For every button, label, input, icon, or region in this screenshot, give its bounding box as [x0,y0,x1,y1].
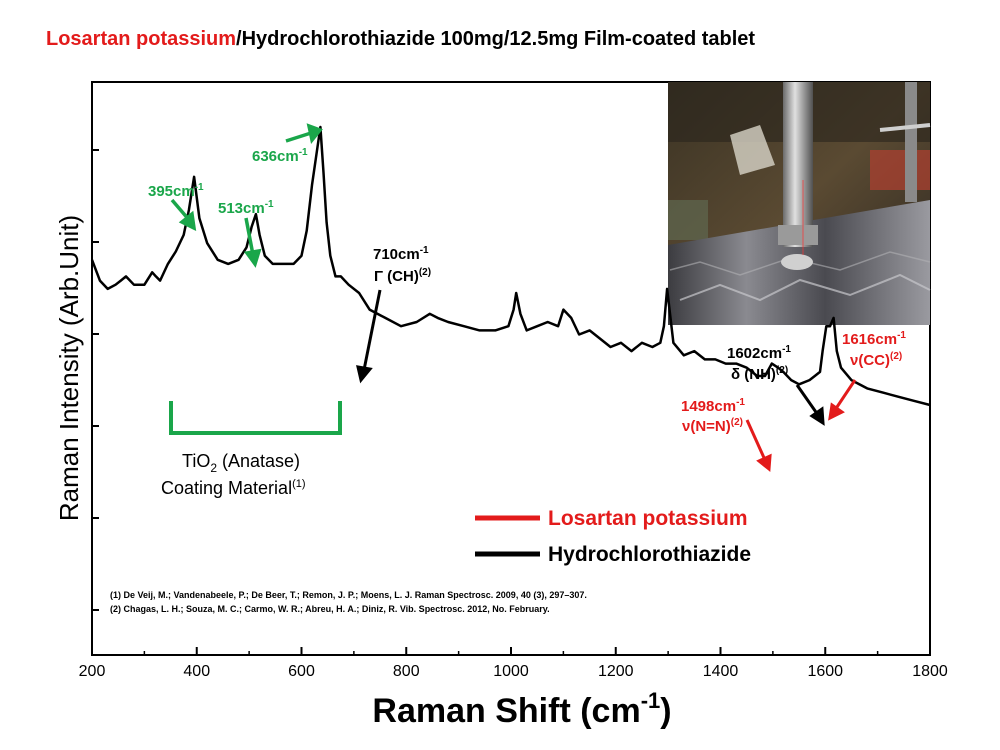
red-arrows [745,379,857,472]
x-tick-label: 600 [288,663,315,680]
label-513: 513cm-1 [218,199,274,217]
legend-label-hctz: Hydrochlorothiazide [548,543,751,566]
x-tick-label: 200 [79,663,106,680]
x-tick-label: 1000 [493,663,529,680]
references: (1) De Veij, M.; Vandenabeele, P.; De Be… [110,588,587,616]
reference-2: (2) Chagas, L. H.; Souza, M. C.; Carmo, … [110,604,550,614]
y-ticks [92,149,99,611]
x-tick-label: 1800 [912,663,948,680]
x-ticks: 200 400 600 800 1000 1200 1400 1600 1800 [79,647,948,680]
label-nu-cc: ν(CC)(2) [850,351,902,369]
x-axis-label: Raman Shift (cm-1) [372,688,671,730]
label-1498: 1498cm-1 [681,397,745,415]
label-delta-nh: δ (NH)(2) [731,365,788,383]
label-1616: 1616cm-1 [842,330,906,348]
label-710: 710cm-1 [373,245,429,263]
label-gamma-ch: Γ (CH)(2) [374,267,431,285]
legend-label-losartan: Losartan potassium [548,507,748,530]
y-axis-label: Raman Intensity (Arb.Unit) [54,215,84,521]
label-395: 395cm-1 [148,182,204,200]
chart-title: Losartan potassium/Hydrochlorothiazide 1… [46,28,755,51]
title-rest: /Hydrochlorothiazide 100mg/12.5mg Film-c… [236,28,756,50]
instrument-photo [668,82,931,325]
x-tick-label: 1600 [807,663,843,680]
legend: Losartan potassium Hydrochlorothiazide [475,507,751,566]
spectrum-line [90,125,931,407]
title-losartan: Losartan potassium [46,28,237,50]
x-tick-label: 800 [393,663,420,680]
x-tick-label: 1400 [703,663,739,680]
x-tick-label: 1200 [598,663,634,680]
reference-1: (1) De Veij, M.; Vandenabeele, P.; De Be… [110,590,587,600]
label-636: 636cm-1 [252,147,308,165]
x-tick-label: 400 [183,663,210,680]
label-coating: Coating Material(1) [161,478,306,498]
label-tio2: TiO2 (Anatase) [182,451,300,475]
label-nu-nn: ν(N=N)(2) [682,417,743,435]
tio2-bracket [169,401,342,435]
label-1602: 1602cm-1 [727,344,791,362]
black-arrows [356,289,825,426]
green-arrows [170,123,323,268]
